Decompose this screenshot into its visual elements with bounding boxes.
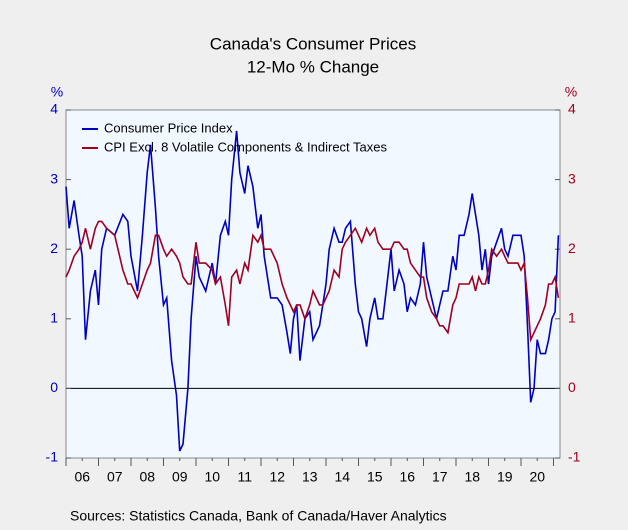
chart-title: Canada's Consumer Prices xyxy=(210,34,416,53)
x-tick-label: 10 xyxy=(204,469,220,485)
x-tick-label: 14 xyxy=(334,469,350,485)
y2-tick-label: 0 xyxy=(568,379,576,395)
x-tick-label: 08 xyxy=(139,469,155,485)
x-tick-label: 18 xyxy=(464,469,480,485)
x-tick-label: 20 xyxy=(529,469,545,485)
x-tick-label: 07 xyxy=(107,469,123,485)
y2-tick-label: -1 xyxy=(568,449,581,465)
y-tick-label: 2 xyxy=(50,240,58,256)
x-tick-label: 11 xyxy=(237,469,252,485)
x-tick-label: 09 xyxy=(172,469,188,485)
series-line xyxy=(65,220,560,343)
y2-tick-label: 1 xyxy=(568,310,576,326)
legend-label: CPI Excl. 8 Volatile Components & Indire… xyxy=(104,139,388,154)
x-tick-label: 06 xyxy=(74,469,90,485)
y2-tick-label: 2 xyxy=(568,240,576,256)
y-tick-label: -1 xyxy=(46,449,59,465)
y2-axis-label: % xyxy=(565,84,577,100)
y-axis-label: % xyxy=(51,84,63,100)
chart-subtitle: 12-Mo % Change xyxy=(247,57,379,76)
x-tick-label: 17 xyxy=(432,469,448,485)
y2-tick-label: 3 xyxy=(568,170,576,186)
x-tick-label: 19 xyxy=(497,469,513,485)
source-note: Sources: Statistics Canada, Bank of Cana… xyxy=(70,508,447,524)
x-tick-label: 13 xyxy=(302,469,318,485)
y-tick-label: 3 xyxy=(50,170,58,186)
y2-tick-label: 4 xyxy=(568,101,576,117)
x-tick-label: 15 xyxy=(367,469,383,485)
x-tick-label: 12 xyxy=(269,469,285,485)
y-tick-label: 4 xyxy=(50,101,58,117)
y-tick-label: 1 xyxy=(50,310,58,326)
x-tick-label: 16 xyxy=(399,469,415,485)
y-tick-label: 0 xyxy=(50,379,58,395)
series-line xyxy=(65,130,560,452)
legend-label: Consumer Price Index xyxy=(104,120,233,135)
